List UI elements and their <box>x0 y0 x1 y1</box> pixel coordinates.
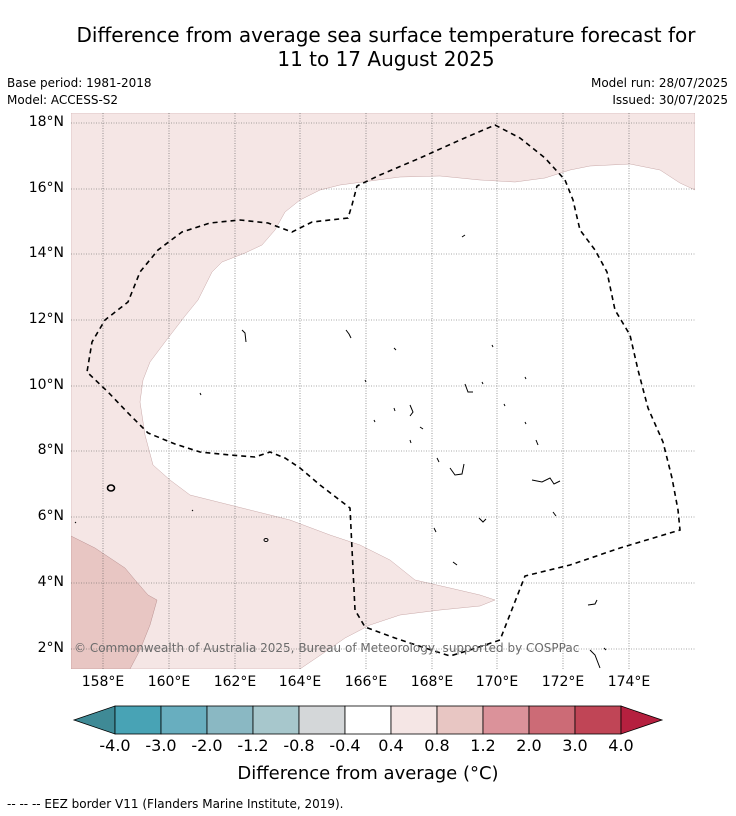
colorbar-tick: 3.0 <box>562 736 588 755</box>
lon-label: 158°E <box>81 674 125 690</box>
colorbar-tick: -0.4 <box>329 736 361 755</box>
colorbar-bin <box>574 705 622 735</box>
colorbar-tick: 0.4 <box>378 736 404 755</box>
lat-label: 8°N <box>37 442 64 458</box>
lat-label: 18°N <box>28 114 64 130</box>
lat-label: 10°N <box>28 377 64 393</box>
lon-label: 160°E <box>147 674 191 690</box>
eez-legend-note: -- -- -- EEZ border V11 (Flanders Marine… <box>7 797 344 811</box>
grid-lines <box>71 113 695 669</box>
colorbar-tick: -3.0 <box>145 736 177 755</box>
lon-label: 162°E <box>213 674 257 690</box>
colorbar-tick: 4.0 <box>608 736 634 755</box>
colorbar-tick: -2.0 <box>191 736 223 755</box>
colorbar-tick: 0.8 <box>424 736 450 755</box>
colorbar-tick: 1.2 <box>470 736 496 755</box>
base-period: Base period: 1981-2018 <box>7 76 152 90</box>
colorbar-bin <box>206 705 254 735</box>
colorbar-bin <box>298 705 346 735</box>
colorbar-extend-high <box>620 705 664 735</box>
chart-title-line1: Difference from average sea surface temp… <box>76 23 696 47</box>
lon-label: 172°E <box>541 674 585 690</box>
colorbar-tick: -1.2 <box>237 736 269 755</box>
colorbar-tick: -4.0 <box>99 736 131 755</box>
map-plot <box>71 113 695 669</box>
colorbar-bin <box>436 705 484 735</box>
lon-label: 164°E <box>278 674 322 690</box>
islands <box>74 234 607 669</box>
lat-label: 6°N <box>37 508 64 524</box>
copyright-credit: © Commonwealth of Australia 2025, Bureau… <box>74 641 580 655</box>
lat-label: 4°N <box>37 574 64 590</box>
anomaly-band-0-8-to-1-2 <box>71 535 158 669</box>
lat-label: 14°N <box>28 245 64 261</box>
lat-label: 16°N <box>28 180 64 196</box>
lat-label: 12°N <box>28 311 64 327</box>
lat-label: 2°N <box>37 640 64 656</box>
lon-label: 168°E <box>410 674 454 690</box>
anomaly-band-0-4-to-0-8 <box>71 113 695 669</box>
colorbar-tick: 2.0 <box>516 736 542 755</box>
eez-border <box>86 124 681 657</box>
model-name: Model: ACCESS-S2 <box>7 93 119 107</box>
colorbar-title: Difference from average (°C) <box>237 763 499 784</box>
colorbar-bin <box>344 705 392 735</box>
model-run: Model run: 28/07/2025 <box>590 76 728 90</box>
colorbar-bin <box>482 705 530 735</box>
colorbar-bin <box>528 705 576 735</box>
colorbar-tick: -0.8 <box>283 736 315 755</box>
colorbar-bin <box>160 705 208 735</box>
colorbar <box>72 705 664 735</box>
chart-title-line2: 11 to 17 August 2025 <box>277 47 495 71</box>
colorbar-bin <box>114 705 162 735</box>
lon-label: 174°E <box>607 674 651 690</box>
colorbar-bin <box>390 705 438 735</box>
lon-label: 170°E <box>475 674 519 690</box>
lon-label: 166°E <box>344 674 388 690</box>
colorbar-bin <box>252 705 300 735</box>
colorbar-extend-low <box>72 705 116 735</box>
issued-date: Issued: 30/07/2025 <box>612 93 728 107</box>
